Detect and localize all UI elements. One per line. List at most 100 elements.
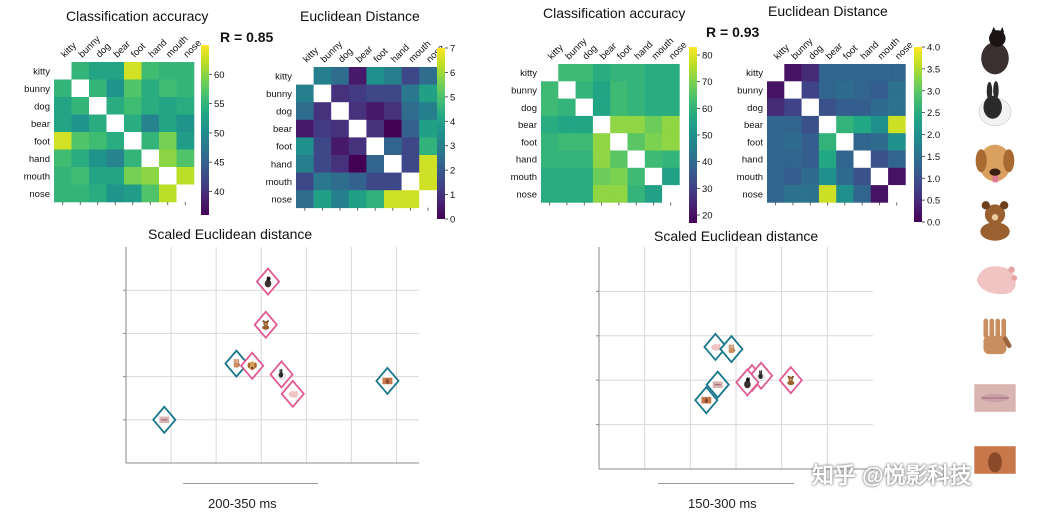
col-label-foot: foot [129, 41, 148, 60]
left-time-window: 200-350 ms [208, 496, 277, 511]
heatmap-cell [558, 185, 576, 203]
heatmap-cell [610, 133, 628, 151]
scatter-point-bunny [269, 360, 294, 389]
heatmap-cell [141, 149, 160, 168]
heatmap-cell [384, 102, 402, 121]
colorbar [689, 47, 697, 223]
heatmap-cell [558, 133, 576, 151]
heatmap-cell [784, 185, 802, 203]
heatmap-cell [836, 167, 854, 186]
heatmap-cell [888, 150, 906, 169]
heatmap-cell [888, 133, 906, 151]
heatmap-cell [644, 81, 663, 99]
heatmap-cell [818, 81, 837, 99]
colorbar-tick-label: 5 [450, 92, 455, 103]
heatmap-cell [627, 81, 646, 99]
colorbar-tick-label: 1.0 [927, 174, 940, 185]
heatmap-cell [313, 190, 332, 209]
row-label-foot: foot [34, 136, 50, 147]
heatmap-cell [558, 115, 576, 134]
heatmap-cell [89, 149, 107, 168]
scatter-point-dog [239, 351, 265, 381]
col-label-bear: bear [824, 41, 845, 62]
scatter-point-nose [375, 366, 400, 396]
heatmap-cell [627, 115, 646, 134]
row-label-bunny: bunny [511, 85, 537, 96]
heatmap-cell [610, 98, 628, 117]
heatmap-cell [801, 64, 820, 82]
heatmap-cell [644, 167, 663, 186]
row-label-bear: bear [273, 124, 292, 135]
heatmap-cell [853, 167, 872, 186]
scatter-point-kitty [255, 267, 281, 296]
heatmap-cell [106, 97, 125, 115]
heatmap-cell [541, 81, 559, 99]
foot-icon [711, 344, 721, 351]
heatmap-cell [767, 98, 785, 117]
heatmap-cell [313, 119, 332, 138]
heatmap-cell [141, 167, 160, 185]
left-time-bar [183, 483, 318, 484]
heatmap-cell [348, 84, 367, 103]
heatmap-cell [767, 150, 785, 169]
heatmap-cell [366, 190, 385, 209]
col-label-kitty: kitty [546, 42, 566, 62]
heatmap-cell [176, 62, 195, 80]
nose-icon [382, 377, 393, 385]
col-label-kitty: kitty [59, 40, 79, 60]
heatmap-cell [124, 132, 142, 150]
heatmap-cell [384, 172, 402, 191]
nose-icon [974, 446, 1016, 474]
heatmap-cell [89, 79, 107, 98]
heatmap-cell [159, 97, 177, 115]
row-label-bunny: bunny [24, 84, 50, 95]
heatmap-cell [870, 185, 889, 203]
heatmap-cell [384, 137, 402, 156]
heatmap-cell [54, 167, 72, 185]
heatmap-cell [836, 98, 854, 117]
row-label-hand: hand [742, 155, 763, 166]
heatmap-cell [106, 62, 125, 80]
heatmap-cell [384, 84, 402, 103]
heatmap-cell [159, 79, 177, 98]
heatmap-cell [419, 67, 438, 85]
heatmap-cell [366, 119, 385, 138]
heatmap-cell [870, 115, 889, 134]
heatmap-cell [767, 64, 785, 82]
heatmap-cell [644, 185, 663, 203]
heatmap-cell [313, 172, 332, 191]
heatmap-cell [419, 102, 438, 121]
row-label-dog: dog [521, 103, 537, 114]
scatter-point-nose [694, 385, 719, 415]
heatmap-cell [106, 167, 125, 185]
heatmap-cell [71, 167, 90, 185]
heatmap-cell [627, 185, 646, 203]
colorbar-tick-label: 3.5 [927, 64, 940, 75]
heatmap-cell [71, 132, 90, 150]
heatmap-cell [89, 62, 107, 80]
heatmap-cell [89, 167, 107, 185]
heatmap-cell [141, 79, 160, 98]
row-label-dog: dog [34, 101, 50, 112]
heatmap-cell [419, 190, 438, 209]
heatmap-cell [558, 64, 576, 82]
heatmap-cell [331, 84, 350, 103]
heatmap-cell [870, 64, 889, 82]
row-label-foot: foot [276, 142, 292, 153]
heatmap-cell [176, 132, 195, 150]
heatmap-cell [662, 81, 680, 99]
colorbar-tick-label: 1 [450, 190, 455, 201]
bunny-icon [978, 81, 1012, 126]
right-time-window: 150-300 ms [688, 496, 757, 511]
heatmap-cell [610, 81, 628, 99]
heatmap-cell [662, 98, 680, 117]
col-label-foot: foot [372, 46, 391, 65]
heatmap-cell [296, 102, 314, 121]
heatmap-cell [801, 150, 820, 169]
heatmap-cell [592, 64, 611, 82]
heatmap-cell [836, 115, 854, 134]
dog-icon [247, 361, 257, 371]
dog-icon [975, 144, 1015, 183]
heatmap-cell [818, 115, 837, 134]
bear-icon [980, 201, 1010, 241]
